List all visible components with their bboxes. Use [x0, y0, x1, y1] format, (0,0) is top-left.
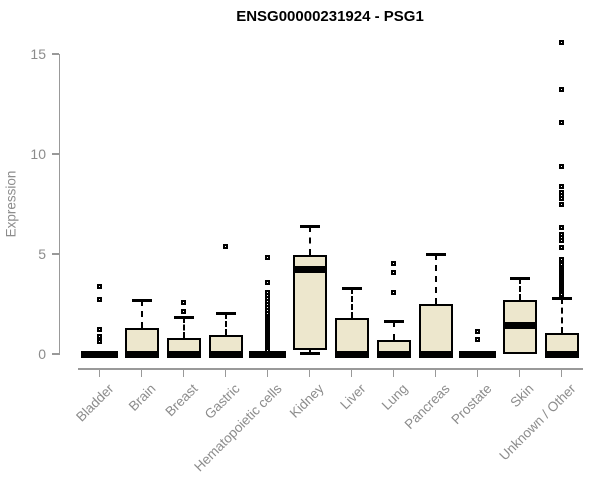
x-tick — [182, 369, 185, 377]
x-tick-label: Skin — [506, 381, 537, 411]
outlier-point — [558, 120, 564, 125]
outlier-point — [474, 337, 480, 342]
box — [334, 318, 369, 354]
whisker-cap — [131, 299, 152, 302]
x-tick-label: Lung — [378, 381, 411, 413]
chart-title: ENSG00000231924 - PSG1 — [236, 8, 424, 25]
outlier-point — [96, 334, 102, 339]
box-median — [166, 350, 201, 358]
whisker-line — [140, 300, 143, 328]
whisker-line — [560, 298, 563, 333]
x-tick — [350, 369, 353, 377]
flat-box — [81, 351, 118, 358]
whisker-cap — [425, 253, 446, 256]
outlier-point — [558, 292, 564, 297]
outlier-point — [180, 309, 186, 314]
box-median — [292, 265, 327, 273]
whisker-line — [308, 350, 311, 353]
outlier-point — [558, 184, 564, 189]
x-tick — [308, 369, 311, 377]
y-tick — [51, 53, 59, 55]
y-tick-label: 5 — [38, 246, 46, 262]
outlier-point — [558, 87, 564, 92]
box — [418, 304, 453, 354]
y-tick-label: 15 — [30, 46, 46, 62]
x-tick — [140, 369, 143, 377]
flat-box — [459, 351, 496, 358]
outlier-point — [558, 202, 564, 207]
outlier-point — [264, 280, 270, 285]
x-tick-label: Prostate — [447, 381, 495, 428]
x-tick-label: Gastric — [201, 381, 243, 422]
whisker-line — [224, 313, 227, 335]
whisker-line — [308, 226, 311, 255]
outlier-point — [96, 284, 102, 289]
outlier-point — [180, 300, 186, 305]
y-tick — [51, 253, 59, 255]
x-tick — [224, 369, 227, 377]
x-axis-line — [78, 368, 583, 370]
outlier-point — [390, 290, 396, 295]
whisker-cap — [299, 352, 320, 355]
flat-box — [249, 351, 286, 358]
x-tick-label: Unknown / Other — [495, 381, 579, 464]
outlier-point — [264, 255, 270, 260]
box-median — [544, 350, 579, 358]
box-median — [208, 350, 243, 358]
whisker-cap — [551, 297, 572, 300]
x-tick-label: Breast — [161, 381, 201, 420]
x-tick-label: Kidney — [286, 381, 327, 421]
x-tick — [434, 369, 437, 377]
x-tick-label: Pancreas — [401, 381, 453, 432]
whisker-cap — [299, 225, 320, 228]
y-tick — [51, 153, 59, 155]
box-median — [376, 350, 411, 358]
x-tick-label: Bladder — [72, 381, 117, 425]
whisker-line — [518, 278, 521, 300]
y-tick-label: 0 — [38, 346, 46, 362]
x-tick-label: Brain — [125, 381, 159, 414]
outlier-point — [474, 329, 480, 334]
x-tick — [266, 369, 269, 377]
box-median — [124, 350, 159, 358]
whisker-line — [350, 288, 353, 318]
outlier-point — [222, 244, 228, 249]
outlier-point — [558, 225, 564, 230]
outlier-point — [390, 261, 396, 266]
whisker-cap — [509, 277, 530, 280]
whisker-line — [182, 317, 185, 338]
x-tick — [476, 369, 479, 377]
whisker-cap — [173, 316, 194, 319]
outlier-point — [558, 238, 564, 243]
y-tick — [51, 353, 59, 355]
outlier-point — [264, 348, 270, 353]
x-tick — [560, 369, 563, 377]
y-axis-line — [58, 54, 60, 355]
outlier-point — [390, 270, 396, 275]
box-median — [418, 350, 453, 358]
outlier-point — [96, 297, 102, 302]
outlier-point — [558, 196, 564, 201]
whisker-cap — [341, 287, 362, 290]
box — [124, 328, 159, 354]
whisker-cap — [383, 320, 404, 323]
box-median — [334, 350, 369, 358]
y-tick-label: 10 — [30, 146, 46, 162]
x-tick — [98, 369, 101, 377]
whisker-line — [434, 254, 437, 304]
outlier-point — [96, 339, 102, 344]
box-median — [502, 321, 537, 329]
whisker-line — [392, 321, 395, 340]
outlier-point — [558, 245, 564, 250]
outlier-point — [558, 257, 564, 262]
outlier-point — [558, 164, 564, 169]
whisker-cap — [215, 312, 236, 315]
x-tick — [392, 369, 395, 377]
outlier-point — [558, 40, 564, 45]
outlier-point — [96, 327, 102, 332]
x-tick-label: Liver — [336, 381, 369, 413]
x-tick — [518, 369, 521, 377]
